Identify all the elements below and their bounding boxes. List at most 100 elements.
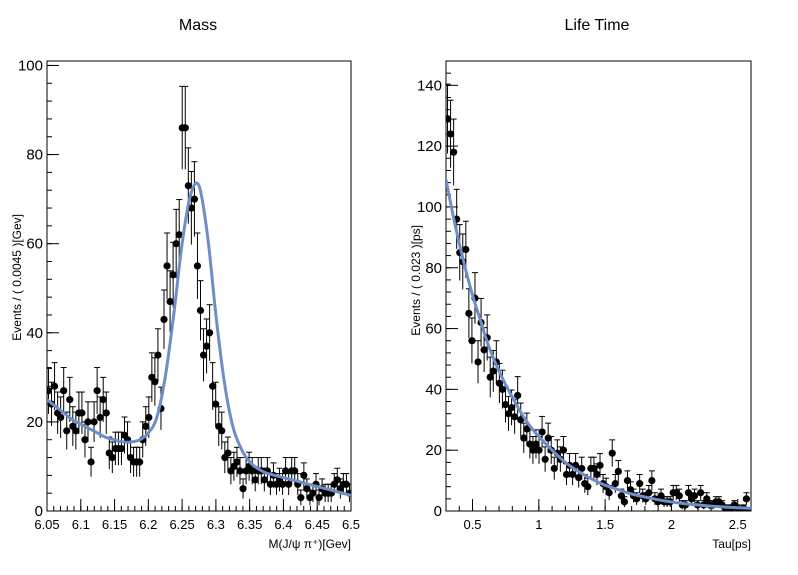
- lifetime-y-tick-label: 120: [417, 138, 442, 155]
- mass-y-axis-label: Events / ( 0.0045 )[Gev]: [10, 214, 24, 341]
- mass-data-point: [196, 306, 205, 315]
- mass-data-point: [175, 231, 183, 239]
- mass-data-point: [90, 418, 98, 426]
- mass-data-point: [169, 271, 177, 279]
- mass-data-point: [166, 297, 174, 306]
- mass-y-tick-label: 0: [35, 503, 43, 520]
- mass-data-point: [297, 494, 305, 502]
- mass-data-point: [172, 240, 180, 248]
- lifetime-data-point: [605, 489, 613, 497]
- mass-data-point: [248, 467, 256, 475]
- mass-fit-curve: [47, 181, 351, 497]
- mass-data-point: [142, 422, 150, 430]
- mass-x-tick-label: 6.4: [274, 517, 292, 532]
- lifetime-data-point: [538, 428, 546, 436]
- lifetime-data-point: [517, 416, 525, 424]
- mass-data-point: [199, 351, 208, 359]
- mass-x-tick-label: 6.35: [237, 517, 262, 532]
- mass-data-point: [84, 418, 92, 426]
- lifetime-data-point: [623, 476, 632, 485]
- lifetime-x-tick-label: 2.5: [729, 517, 747, 532]
- lifetime-data-point: [590, 464, 598, 473]
- mass-data-point: [60, 387, 68, 395]
- lifetime-data-point: [520, 434, 528, 442]
- mass-x-tick-label: 6.45: [305, 517, 330, 532]
- lifetime-data-point: [697, 489, 705, 497]
- mass-data-point: [96, 413, 104, 422]
- lifetime-data-point: [446, 115, 452, 123]
- lifetime-data-point: [529, 446, 537, 454]
- mass-data-point: [184, 182, 192, 190]
- lifetime-data-point: [617, 492, 625, 500]
- mass-x-axis-label: M(J/ψ π⁺)[Gev]: [269, 537, 352, 551]
- lifetime-data-point: [742, 495, 751, 503]
- mass-data-point: [154, 351, 162, 359]
- lifetime-plot-area: [446, 83, 751, 511]
- lifetime-data-point: [575, 473, 583, 482]
- lifetime-data-point: [626, 486, 635, 494]
- lifetime-data-point: [675, 492, 683, 500]
- mass-data-point: [300, 471, 308, 479]
- mass-data-point: [266, 480, 275, 488]
- mass-y-tick-label: 60: [26, 236, 43, 253]
- lifetime-data-point: [636, 480, 644, 488]
- mass-y-tick-label: 100: [18, 57, 43, 74]
- lifetime-data-point: [608, 449, 616, 457]
- mass-data-point: [236, 467, 244, 475]
- mass-data-point: [342, 480, 351, 488]
- lifetime-data-point: [578, 464, 586, 473]
- lifetime-data-point: [465, 309, 473, 317]
- lifetime-data-point: [645, 489, 653, 497]
- lifetime-data-point: [462, 245, 470, 254]
- mass-data-point: [278, 480, 287, 488]
- lifetime-data-point: [620, 498, 629, 506]
- mass-data-point: [251, 476, 259, 484]
- lifetime-data-point: [507, 404, 516, 412]
- mass-data-point: [291, 467, 299, 475]
- mass-title: Mass: [179, 17, 217, 34]
- lifetime-data-point: [614, 467, 622, 476]
- lifetime-x-tick-label: 0.5: [463, 517, 481, 532]
- lifetime-x-tick-label: 1.5: [596, 517, 614, 532]
- lifetime-data-point: [648, 476, 656, 485]
- mass-data-point: [206, 329, 214, 337]
- mass-x-tick-label: 6.5: [342, 517, 360, 532]
- mass-data-point: [218, 427, 226, 435]
- lifetime-data-point: [535, 446, 543, 454]
- mass-x-tick-label: 6.1: [72, 517, 90, 532]
- mass-data-point: [87, 458, 95, 466]
- lifetime-y-axis-label: Events / ( 0.023 )[ps]: [409, 225, 423, 336]
- lifetime-x-tick-label: 1: [535, 517, 542, 532]
- lifetime-data-point: [504, 410, 513, 418]
- lifetime-data-point: [495, 379, 503, 387]
- lifetime-title: Life Time: [565, 17, 630, 34]
- mass-x-tick-label: 6.25: [169, 517, 194, 532]
- lifetime-panel: Life Time Events / ( 0.023 )[ps] Tau[ps]…: [409, 17, 752, 551]
- lifetime-data-point: [450, 148, 458, 156]
- lifetime-data-point: [514, 391, 522, 400]
- mass-data-point: [102, 409, 110, 417]
- mass-data-point: [136, 458, 144, 466]
- lifetime-data-point: [703, 495, 711, 503]
- mass-data-point: [72, 427, 80, 435]
- mass-data-point: [285, 480, 293, 488]
- mass-y-tick-label: 80: [26, 147, 43, 164]
- lifetime-data-point: [498, 385, 507, 393]
- mass-data-point: [108, 453, 116, 462]
- mass-data-point: [57, 413, 65, 422]
- mass-data-point: [50, 382, 59, 390]
- lifetime-data-point: [657, 492, 665, 500]
- mass-panel: Mass Events / ( 0.0045 )[Gev] M(J/ψ π⁺)[…: [10, 17, 360, 551]
- mass-data-point: [81, 436, 89, 444]
- lifetime-data-point: [501, 400, 510, 409]
- mass-data-point: [181, 124, 189, 132]
- mass-x-tick-label: 6.3: [207, 517, 225, 532]
- lifetime-data-point: [584, 483, 592, 491]
- mass-data-point: [193, 262, 202, 270]
- lifetime-data-point: [596, 461, 604, 469]
- mass-data-point: [303, 485, 311, 493]
- lifetime-data-point: [684, 489, 693, 497]
- mass-y-tick-label: 40: [26, 325, 43, 342]
- lifetime-data-point: [489, 367, 497, 375]
